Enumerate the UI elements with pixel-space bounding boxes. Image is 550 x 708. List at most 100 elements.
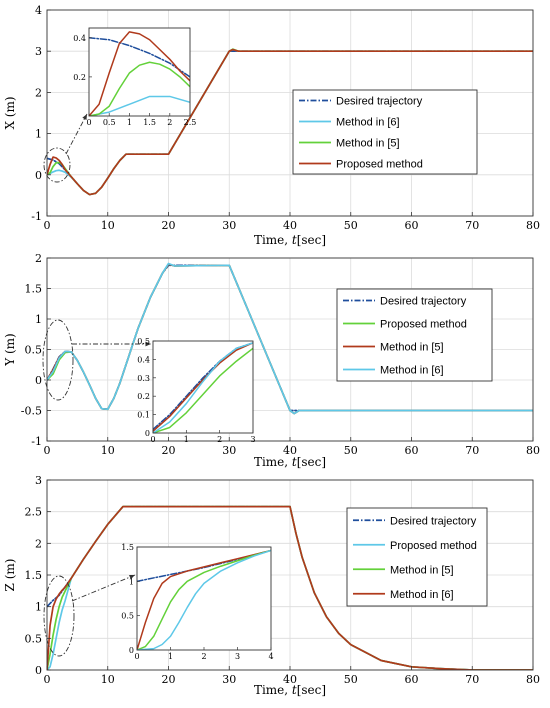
legend-entry-label: Proposed method bbox=[390, 540, 477, 552]
zoom-region-ellipse bbox=[42, 319, 74, 401]
legend-box bbox=[336, 288, 493, 382]
y-tick-label: 1 bbox=[35, 313, 42, 326]
inset-plot-area bbox=[89, 28, 190, 116]
y-position-chart: 0 10 20 30 40 50 60 70 80-1-0.500.511.52Y (m)Tim… bbox=[3, 252, 540, 469]
inset-x-tick-label: 3 bbox=[235, 652, 240, 661]
inset-x-tick-label: 1 bbox=[168, 652, 173, 661]
inset-plot-area bbox=[137, 547, 271, 650]
inset-y-tick-label: 0.5 bbox=[137, 337, 150, 346]
inset-x-tick-label: 3 bbox=[250, 435, 255, 444]
inset-frame bbox=[152, 340, 254, 434]
legend-entry-label: Proposed method bbox=[380, 319, 467, 331]
inset-x-tick-label: 0.5 bbox=[103, 118, 116, 127]
inset-x-tick-label: 0 bbox=[150, 435, 155, 444]
zoom-arrow bbox=[71, 574, 136, 602]
inset-series-desired bbox=[89, 37, 190, 78]
legend-box bbox=[346, 507, 488, 607]
series-group bbox=[47, 262, 533, 415]
main-series-method6 bbox=[47, 262, 533, 415]
inset-x-tick-label: 2 bbox=[217, 435, 222, 444]
y-tick-label: 0.5 bbox=[25, 632, 43, 645]
x-tick-label: 10 bbox=[101, 673, 115, 686]
y-tick-label: 3 bbox=[35, 45, 42, 58]
inset-series-method5 bbox=[137, 549, 271, 650]
inset-series-proposed bbox=[153, 342, 253, 432]
x-tick-label: 10 bbox=[101, 444, 115, 457]
legend-entry-label: Method in [5] bbox=[336, 138, 400, 150]
x-tick-label: 70 bbox=[465, 444, 479, 457]
main-series-proposed bbox=[47, 48, 533, 196]
inset-plot-area bbox=[153, 341, 253, 433]
x-tick-label: 50 bbox=[344, 219, 358, 232]
x-tick-label: 70 bbox=[465, 219, 479, 232]
legend-entry-label: Desired trajectory bbox=[390, 515, 477, 527]
x-tick-label: 10 bbox=[101, 219, 115, 232]
x-tick-label: 40 bbox=[283, 444, 297, 457]
y-tick-label: 2 bbox=[35, 86, 42, 99]
legend: Desired trajectory Proposed method Method … bbox=[346, 507, 488, 607]
x-tick-label: 40 bbox=[283, 219, 297, 232]
y-tick-label: -0.5 bbox=[21, 405, 42, 418]
x-tick-label: 60 bbox=[405, 673, 419, 686]
legend-entry-label: Method in [5] bbox=[390, 564, 454, 576]
inset-series-method6 bbox=[153, 342, 253, 433]
inset-y-tick-label: 0.5 bbox=[121, 612, 134, 621]
y-tick-label: 2 bbox=[35, 252, 42, 265]
x-tick-label: 60 bbox=[405, 444, 419, 457]
x-tick-label: 80 bbox=[526, 219, 540, 232]
x-tick-label: 60 bbox=[405, 219, 419, 232]
x-tick-label: 80 bbox=[526, 444, 540, 457]
zoom-region-ellipse bbox=[43, 575, 75, 657]
inset-series-proposed bbox=[89, 31, 190, 116]
series-group bbox=[47, 505, 533, 670]
x-tick-label: 0 bbox=[44, 673, 51, 686]
inset-zoom-chart: 0 1 2 3 0 0.1 0.2 0.3 0.4 0.5 bbox=[137, 337, 255, 444]
series-group bbox=[47, 48, 533, 196]
inset-y-tick-label: 0 bbox=[129, 646, 134, 655]
inset-x-tick-label: 0 bbox=[86, 118, 91, 127]
inset-series-proposed bbox=[137, 549, 271, 650]
zoom-region-ellipse bbox=[43, 147, 71, 183]
inset-y-tick-label: 0.4 bbox=[137, 355, 150, 364]
x-axis-label: Time, t[sec] bbox=[254, 455, 326, 469]
zoom-arrow bbox=[65, 113, 88, 155]
y-tick-label: 4 bbox=[35, 4, 42, 17]
x-tick-label: 0 bbox=[44, 219, 51, 232]
legend-entry-label: Method in [5] bbox=[380, 342, 444, 354]
inset-x-tick-label: 1 bbox=[127, 118, 132, 127]
inset-series-method5 bbox=[153, 347, 253, 433]
x-tick-label: 30 bbox=[222, 219, 236, 232]
y-tick-label: -1 bbox=[31, 210, 42, 223]
inset-y-tick-label: 0.1 bbox=[137, 411, 150, 420]
x-tick-label: 20 bbox=[162, 444, 176, 457]
y-tick-label: -1 bbox=[31, 435, 42, 448]
x-tick-label: 20 bbox=[162, 219, 176, 232]
inset-x-tick-label: 1.5 bbox=[143, 118, 156, 127]
y-tick-label: 1 bbox=[35, 601, 42, 614]
legend: Desired trajectory Method in [6] Method in… bbox=[292, 89, 478, 175]
legend-entry-label: Proposed method bbox=[336, 159, 423, 171]
inset-series-method6 bbox=[89, 95, 190, 116]
x-tick-label: 80 bbox=[526, 673, 540, 686]
zoom-arrowhead bbox=[145, 341, 151, 347]
legend-entry-label: Desired trajectory bbox=[380, 296, 467, 308]
legend-entry-label: Method in [6] bbox=[336, 117, 400, 129]
main-series-proposed bbox=[47, 505, 533, 670]
inset-y-tick-label: 0.4 bbox=[73, 34, 86, 43]
legend: Desired trajectory Proposed method Method … bbox=[336, 288, 493, 382]
inset-x-tick-label: 0 bbox=[134, 652, 139, 661]
inset-y-tick-label: 1 bbox=[129, 577, 134, 586]
y-tick-label: 0 bbox=[35, 169, 42, 182]
y-tick-label: 3 bbox=[35, 474, 42, 487]
legend-box bbox=[292, 89, 478, 175]
inset-frame bbox=[88, 27, 191, 117]
y-axis-label: X (m) bbox=[3, 96, 17, 129]
inset-x-tick-label: 1 bbox=[184, 435, 189, 444]
zoom-arrowhead bbox=[129, 574, 135, 580]
x-tick-label: 40 bbox=[283, 673, 297, 686]
x-tick-label: 30 bbox=[222, 444, 236, 457]
x-axis-label: Time, t[sec] bbox=[254, 683, 326, 697]
inset-series-method5 bbox=[89, 61, 190, 116]
inset-x-tick-label: 4 bbox=[268, 652, 273, 661]
